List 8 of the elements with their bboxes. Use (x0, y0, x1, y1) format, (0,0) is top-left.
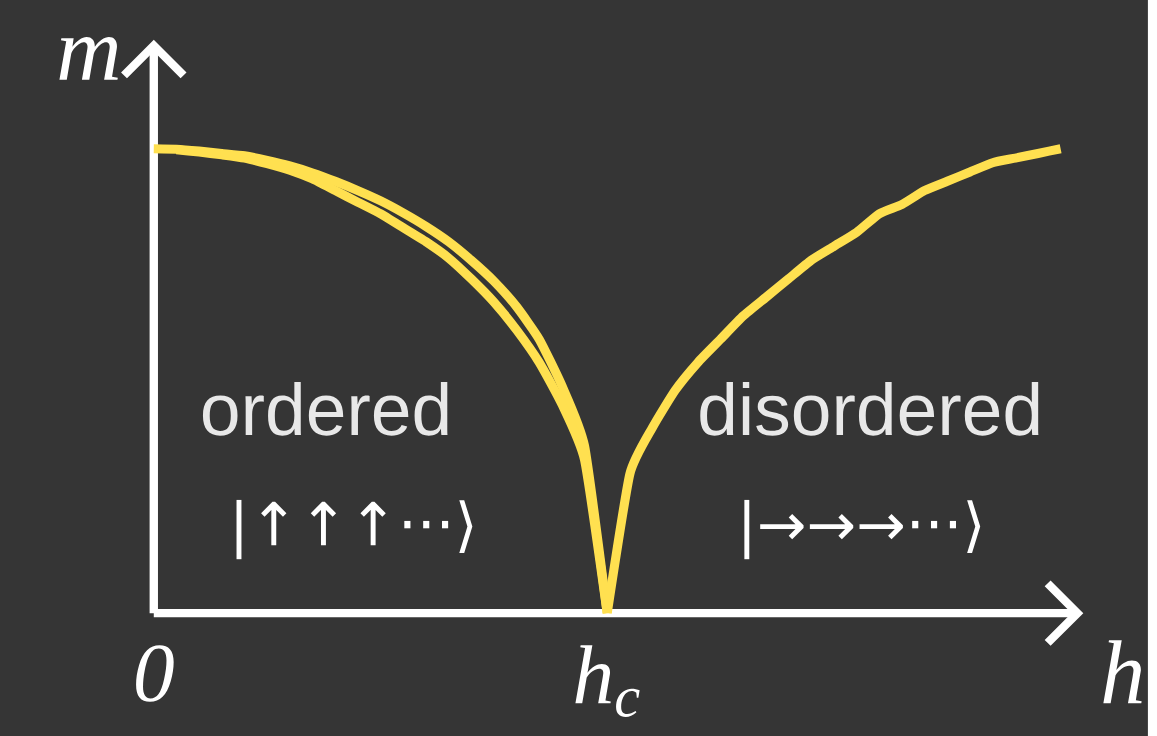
x-axis-title: h (1103, 640, 1142, 704)
x-tick-label: h$_{c}$ (575, 645, 640, 717)
annotation: disordered (700, 381, 1039, 436)
annotation: |→→→···⟩ (744, 499, 981, 560)
x-tick-label: 0 (136, 645, 174, 702)
annotation: |↑↑↑···⟩ (236, 499, 473, 560)
annotation: ordered (202, 381, 448, 436)
y-axis-title: m (59, 37, 118, 80)
